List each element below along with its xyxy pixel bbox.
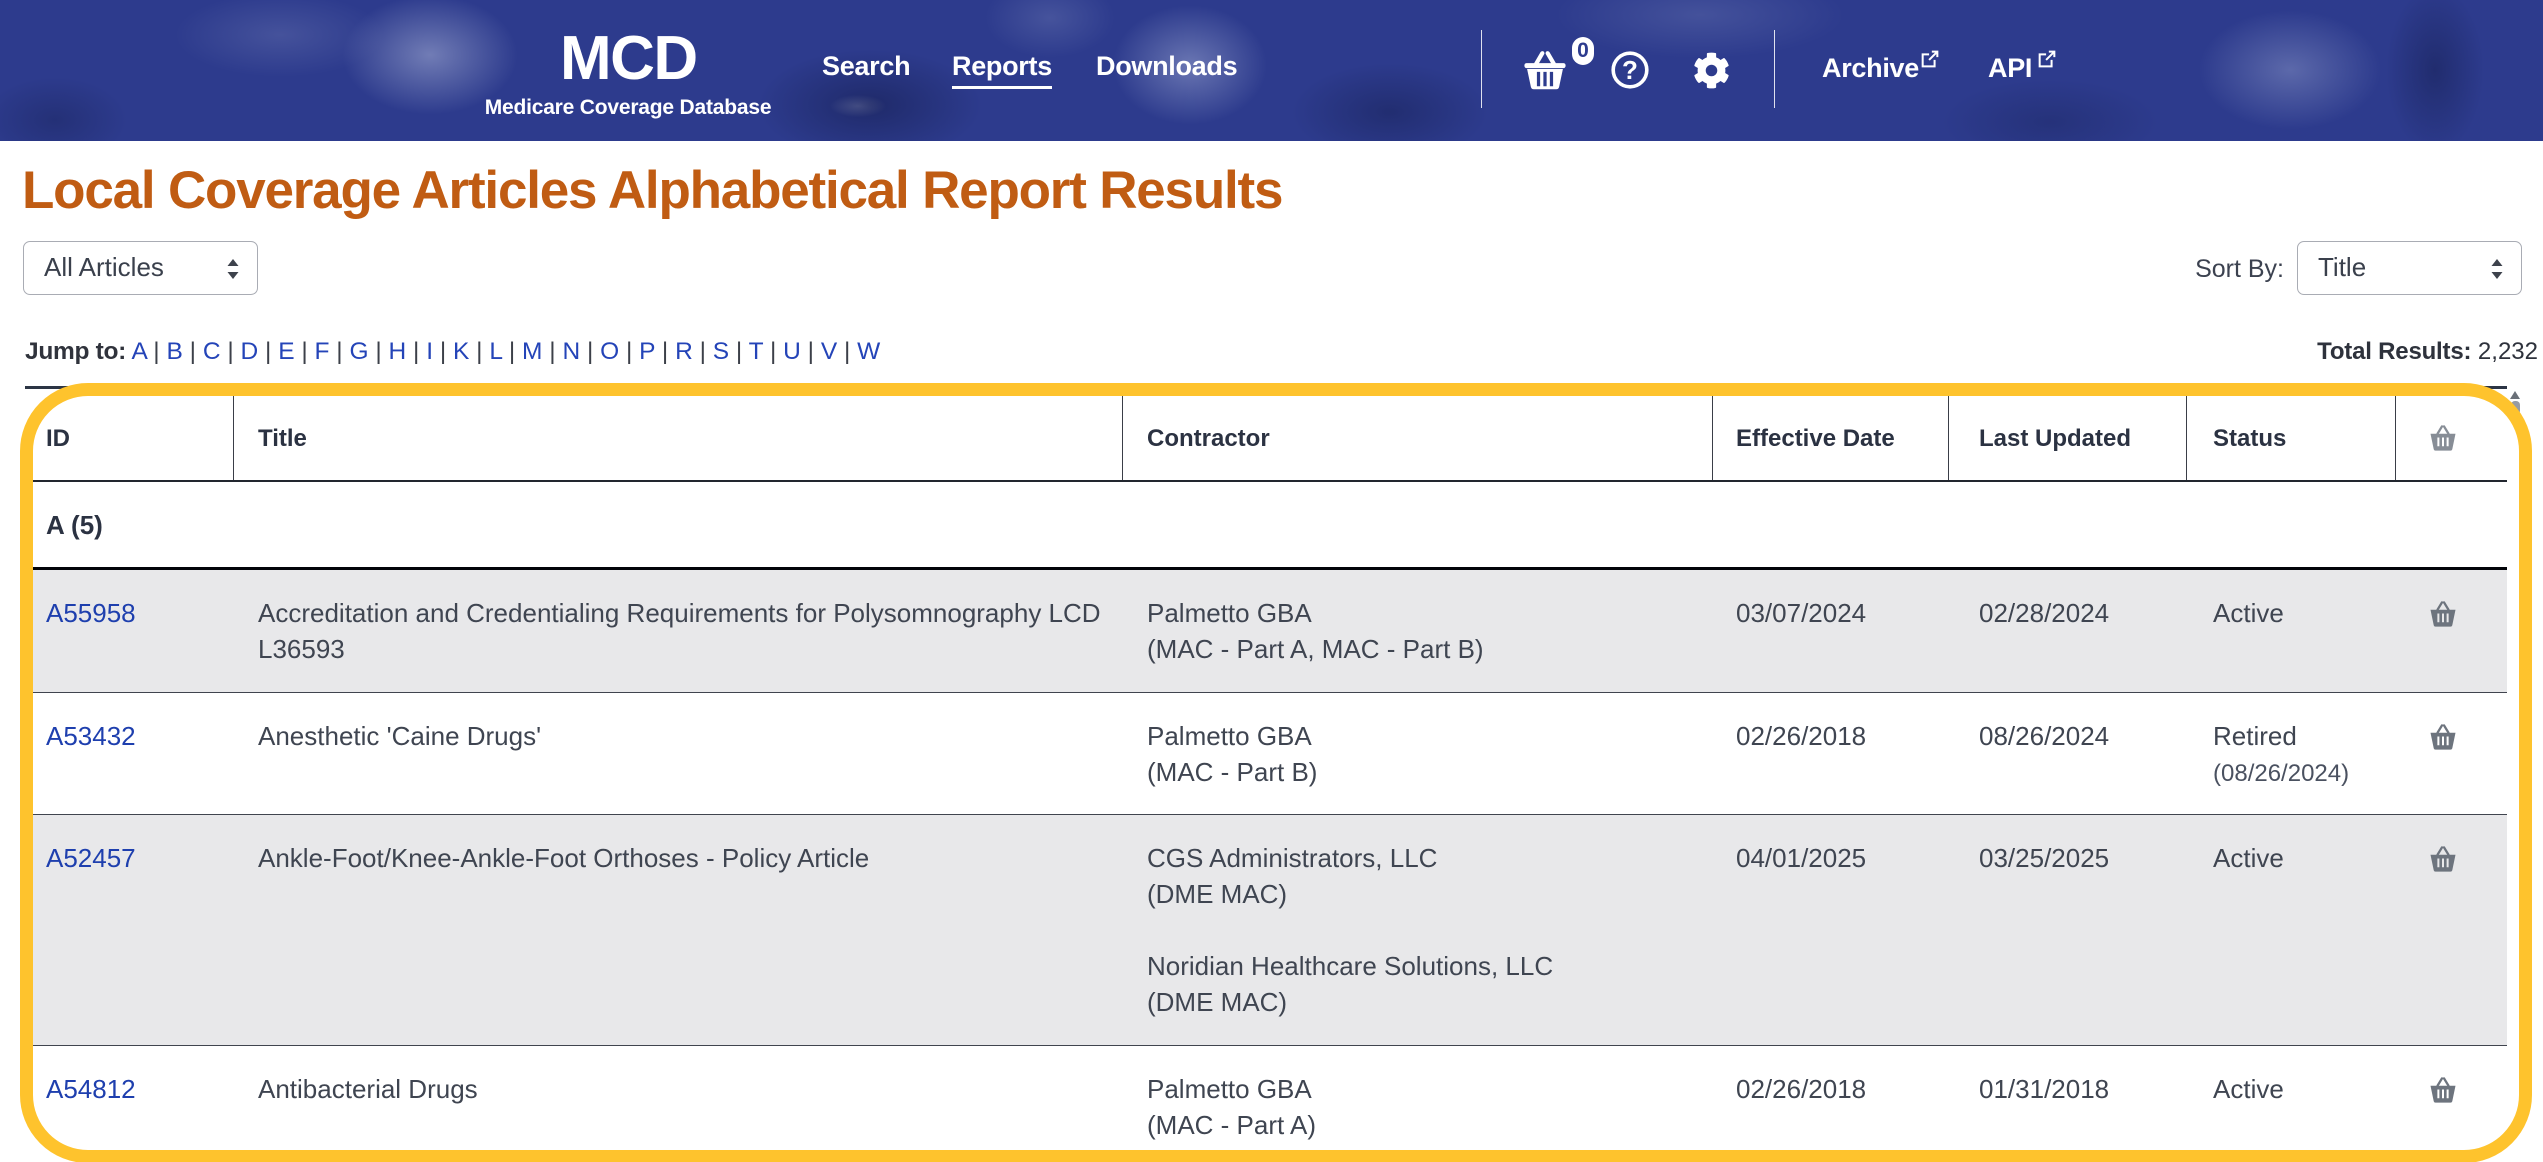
svg-text:?: ? [1622, 55, 1638, 85]
